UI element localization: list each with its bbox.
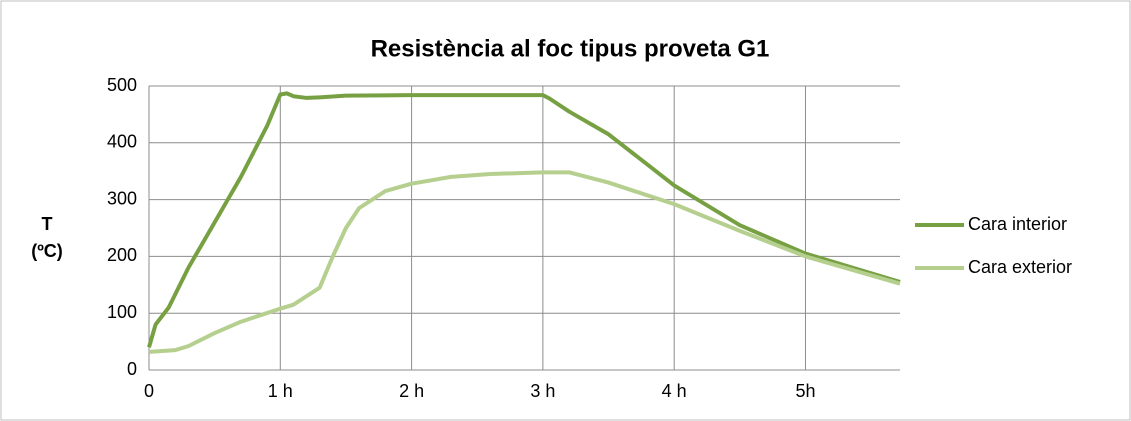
y-tick-label: 0 bbox=[127, 359, 137, 379]
legend-label: Cara interior bbox=[968, 214, 1067, 234]
series-line bbox=[147, 91, 901, 348]
y-tick-label: 300 bbox=[107, 188, 137, 208]
x-tick-label: 5h bbox=[795, 381, 815, 401]
x-tick-label: 0 bbox=[144, 381, 154, 401]
y-axis-label: T bbox=[42, 214, 53, 234]
y-tick-label: 200 bbox=[107, 245, 137, 265]
series-line bbox=[148, 170, 901, 354]
y-tick-label: 100 bbox=[107, 302, 137, 322]
x-tick-label: 4 h bbox=[662, 381, 687, 401]
x-tick-label: 2 h bbox=[399, 381, 424, 401]
y-tick-label: 400 bbox=[107, 132, 137, 152]
chart-title: Resistència al foc tipus proveta G1 bbox=[371, 35, 770, 62]
x-tick-label: 1 h bbox=[268, 381, 293, 401]
y-axis-label: (ºC) bbox=[31, 241, 63, 261]
x-tick-label: 3 h bbox=[530, 381, 555, 401]
y-tick-label: 500 bbox=[107, 75, 137, 95]
legend-label: Cara exterior bbox=[968, 257, 1072, 277]
